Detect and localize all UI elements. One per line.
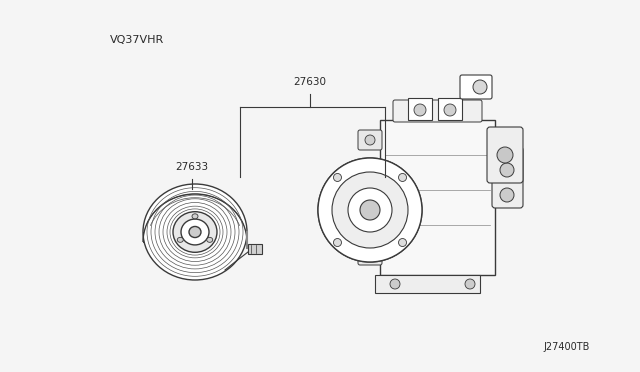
Circle shape (500, 163, 514, 177)
Text: VQ37VHR: VQ37VHR (110, 35, 164, 45)
Circle shape (473, 80, 487, 94)
Text: J27400TB: J27400TB (543, 342, 590, 352)
Circle shape (333, 238, 342, 247)
Circle shape (318, 158, 422, 262)
FancyBboxPatch shape (358, 190, 382, 210)
Circle shape (444, 104, 456, 116)
Circle shape (465, 279, 475, 289)
Circle shape (318, 158, 422, 262)
Bar (408, 98, 432, 120)
Bar (248, 244, 262, 254)
Bar (375, 275, 480, 293)
Circle shape (333, 173, 342, 182)
Circle shape (500, 188, 514, 202)
FancyBboxPatch shape (358, 245, 382, 265)
Circle shape (399, 238, 406, 247)
Text: 27630: 27630 (294, 77, 326, 87)
Circle shape (332, 172, 408, 248)
Circle shape (365, 195, 375, 205)
FancyBboxPatch shape (460, 75, 492, 99)
Circle shape (497, 147, 513, 163)
Circle shape (360, 200, 380, 220)
FancyBboxPatch shape (492, 147, 523, 208)
Circle shape (399, 238, 406, 247)
Circle shape (348, 188, 392, 232)
Bar (438, 98, 462, 120)
Ellipse shape (192, 214, 198, 219)
Ellipse shape (181, 219, 209, 245)
Text: 27633: 27633 (175, 162, 209, 172)
Circle shape (333, 238, 342, 247)
FancyBboxPatch shape (358, 130, 382, 150)
Circle shape (414, 104, 426, 116)
Circle shape (360, 200, 380, 220)
Circle shape (390, 279, 400, 289)
Circle shape (333, 173, 342, 182)
Circle shape (365, 250, 375, 260)
Ellipse shape (189, 227, 201, 238)
Circle shape (399, 173, 406, 182)
Bar (380, 120, 495, 275)
Circle shape (365, 135, 375, 145)
FancyBboxPatch shape (487, 127, 523, 183)
Ellipse shape (143, 184, 247, 280)
Ellipse shape (207, 237, 212, 242)
Circle shape (399, 173, 406, 182)
Ellipse shape (173, 212, 217, 252)
Ellipse shape (177, 237, 183, 242)
Circle shape (348, 188, 392, 232)
FancyBboxPatch shape (393, 100, 482, 122)
Circle shape (332, 172, 408, 248)
